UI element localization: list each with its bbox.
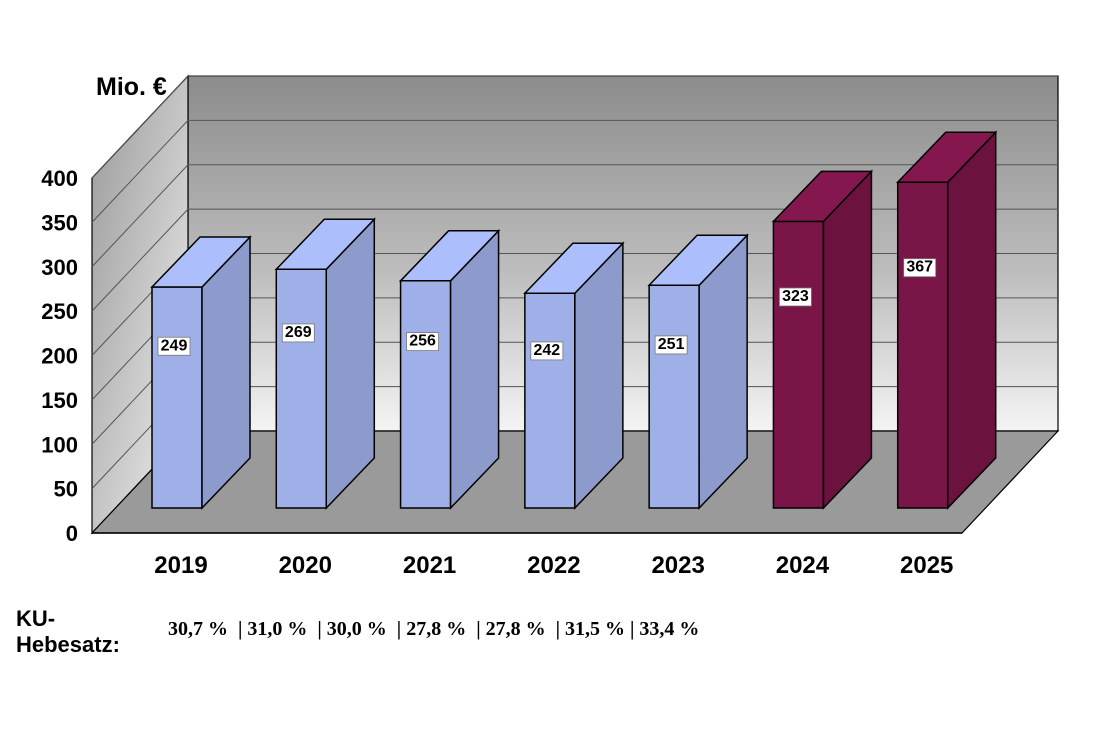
data-label-box bbox=[406, 332, 439, 352]
ku-hebesatz-rates: 30,7 % | 31,0 % | 30,0 % | 27,8 % | 27,8… bbox=[168, 618, 700, 640]
bar-2023: 251 bbox=[647, 233, 749, 510]
y-axis-ticks: 0 50 100 150 200 250 300 350 400 bbox=[41, 166, 78, 546]
y-tick-label: 150 bbox=[41, 388, 78, 413]
data-label: 249 bbox=[161, 337, 188, 354]
x-category-label: 2020 bbox=[279, 552, 332, 579]
gridline-side bbox=[91, 208, 189, 312]
bar-top bbox=[523, 242, 625, 294]
data-label: 242 bbox=[534, 342, 561, 359]
bar-2025: 367 bbox=[895, 130, 998, 510]
y-tick-label: 0 bbox=[66, 521, 78, 546]
x-category-label: 2021 bbox=[403, 552, 456, 579]
data-label-box bbox=[903, 258, 937, 278]
bar-front bbox=[524, 292, 576, 509]
data-label-box bbox=[157, 336, 191, 356]
bar-2019: 249 bbox=[150, 235, 252, 510]
bar-top bbox=[895, 131, 998, 184]
bar-front bbox=[648, 284, 700, 509]
gridline-side bbox=[91, 120, 189, 223]
bar-front bbox=[896, 181, 949, 509]
data-label: 256 bbox=[409, 333, 436, 350]
x-axis-categories: 2019 2020 2021 2022 2023 2024 2025 bbox=[154, 552, 953, 579]
bar-front bbox=[275, 268, 328, 509]
y-axis-unit-label: Mio. € bbox=[96, 73, 167, 101]
x-category-label: 2019 bbox=[154, 552, 207, 579]
y-tick-label: 100 bbox=[41, 432, 78, 457]
bar-2022: 242 bbox=[523, 241, 625, 510]
bars: 249 269 256 242 251 323 367 bbox=[150, 130, 998, 510]
x-category-label: 2025 bbox=[900, 552, 953, 579]
bar-front bbox=[399, 280, 452, 509]
data-label: 269 bbox=[285, 324, 312, 341]
data-label-box bbox=[530, 341, 564, 361]
gridline-side bbox=[91, 164, 189, 268]
bar-front bbox=[772, 220, 825, 509]
y-tick-label: 400 bbox=[41, 166, 78, 191]
x-category-label: 2024 bbox=[776, 552, 830, 579]
y-tick-label: 200 bbox=[41, 344, 78, 369]
bar-front bbox=[151, 286, 203, 509]
data-label-box bbox=[654, 335, 688, 355]
bar-2021: 256 bbox=[398, 228, 501, 510]
y-tick-label: 300 bbox=[41, 255, 78, 280]
data-label-box bbox=[779, 287, 812, 307]
bar-top bbox=[771, 170, 874, 223]
y-tick-label: 350 bbox=[41, 210, 78, 235]
bar-2020: 269 bbox=[274, 217, 377, 510]
bar-top bbox=[150, 236, 252, 288]
bar-top bbox=[274, 218, 377, 271]
bar-2024: 323 bbox=[771, 169, 874, 510]
data-label: 323 bbox=[782, 288, 809, 305]
data-label: 367 bbox=[906, 259, 933, 276]
x-category-label: 2023 bbox=[651, 552, 704, 579]
bar-side bbox=[822, 169, 873, 510]
data-label: 251 bbox=[658, 336, 685, 353]
data-label-box bbox=[281, 323, 315, 343]
y-tick-label: 250 bbox=[41, 299, 78, 324]
gridline-side bbox=[91, 75, 189, 179]
ku-hebesatz-label: KU- Hebesatz: bbox=[16, 606, 120, 657]
bar-top bbox=[647, 234, 749, 286]
bar-side bbox=[946, 130, 997, 510]
y-tick-label: 50 bbox=[54, 477, 78, 502]
bar-top bbox=[398, 230, 501, 282]
x-category-label: 2022 bbox=[527, 552, 580, 579]
